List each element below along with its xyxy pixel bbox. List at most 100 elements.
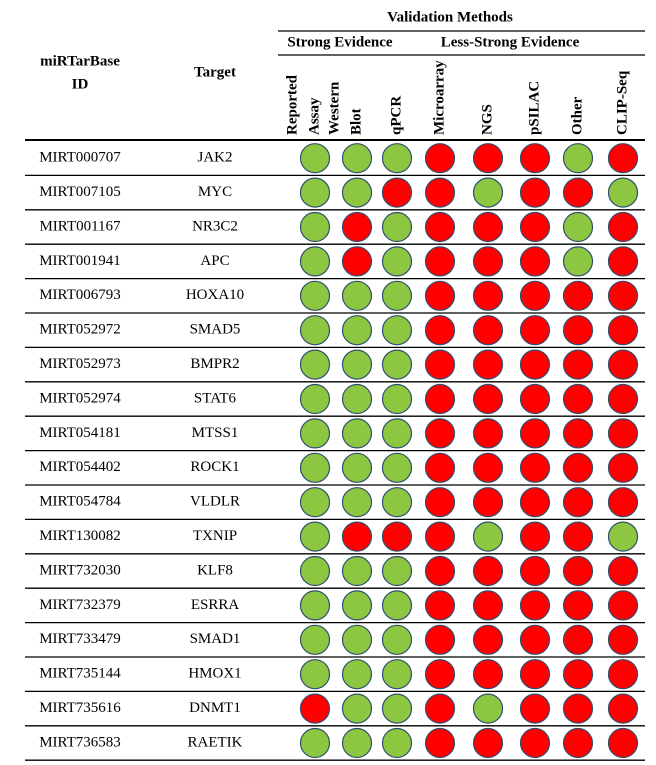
column-header: Other [569, 96, 585, 135]
row-id: MIRT732030 [39, 562, 121, 578]
result-dot [424, 659, 456, 690]
result-dot [299, 590, 331, 621]
column-header: miRTarBase [40, 53, 120, 69]
result-dot [341, 727, 373, 759]
result-dot [519, 487, 551, 518]
result-dot [424, 246, 456, 277]
result-dot [299, 659, 331, 690]
result-dot [381, 143, 413, 174]
result-dot [562, 349, 594, 380]
result-dot [607, 315, 639, 346]
result-dot [424, 452, 456, 483]
result-dot [562, 555, 594, 587]
result-dot [299, 555, 331, 587]
result-dot [519, 418, 551, 449]
group-label: Less-Strong Evidence [441, 34, 580, 50]
result-dot [562, 418, 594, 449]
result-dot [562, 383, 594, 415]
result-dot [607, 693, 639, 724]
row-id: MIRT735616 [39, 700, 121, 716]
result-dot [341, 315, 373, 346]
result-dot [562, 177, 594, 208]
row-target: TXNIP [193, 528, 237, 544]
result-dot [341, 487, 373, 518]
row-id: MIRT007105 [39, 184, 121, 200]
row-id: MIRT052973 [39, 356, 121, 372]
row-target: MTSS1 [192, 425, 239, 441]
result-dot [341, 452, 373, 483]
result-dot [381, 521, 413, 552]
result-dot [341, 624, 373, 655]
result-dot [519, 555, 551, 587]
result-dot [381, 349, 413, 380]
result-dot [299, 143, 331, 174]
row-id: MIRT000707 [39, 150, 121, 166]
result-dot [299, 383, 331, 415]
row-id: MIRT130082 [39, 528, 121, 544]
result-dot [299, 452, 331, 483]
result-dot [472, 143, 504, 174]
group-label: Strong Evidence [287, 34, 392, 50]
row-id: MIRT732379 [39, 597, 121, 613]
row-target: RAETIK [188, 734, 243, 750]
result-dot [607, 521, 639, 552]
result-dot [299, 315, 331, 346]
row-target: SMAD5 [190, 322, 241, 338]
column-header: NGS [479, 104, 495, 135]
result-dot [424, 693, 456, 724]
result-dot [519, 624, 551, 655]
result-dot [607, 487, 639, 518]
row-target: STAT6 [194, 390, 237, 406]
result-dot [472, 177, 504, 208]
row-target: APC [200, 253, 229, 269]
result-dot [381, 487, 413, 518]
result-dot [519, 693, 551, 724]
result-dot [607, 418, 639, 449]
result-dot [472, 590, 504, 621]
result-dot [299, 418, 331, 449]
row-id: MIRT052974 [39, 390, 121, 406]
result-dot [472, 349, 504, 380]
result-dot [424, 211, 456, 243]
result-dot [381, 315, 413, 346]
result-dot [472, 452, 504, 483]
result-dot [299, 211, 331, 243]
column-header: CLIP-Seq [614, 70, 630, 135]
result-dot [562, 280, 594, 311]
result-dot [472, 487, 504, 518]
result-dot [381, 177, 413, 208]
result-dot [519, 727, 551, 759]
row-id: MIRT736583 [39, 734, 121, 750]
result-dot [381, 624, 413, 655]
result-dot [519, 452, 551, 483]
result-dot [341, 177, 373, 208]
result-dot [341, 246, 373, 277]
row-target: HOXA10 [186, 287, 244, 303]
result-dot [472, 246, 504, 277]
row-target: DNMT1 [189, 700, 241, 716]
result-dot [424, 177, 456, 208]
result-dot [341, 349, 373, 380]
result-dot [607, 177, 639, 208]
result-dot [562, 143, 594, 174]
result-dot [472, 659, 504, 690]
result-dot [519, 211, 551, 243]
result-dot [299, 177, 331, 208]
result-dot [424, 555, 456, 587]
result-dot [341, 211, 373, 243]
row-id: MIRT052972 [39, 322, 121, 338]
result-dot [607, 246, 639, 277]
result-dot [381, 246, 413, 277]
result-dot [424, 280, 456, 311]
result-dot [562, 659, 594, 690]
result-dot [607, 211, 639, 243]
row-target: ESRRA [191, 597, 240, 613]
result-dot [472, 693, 504, 724]
result-dot [341, 418, 373, 449]
result-dot [472, 315, 504, 346]
row-target: KLF8 [197, 562, 233, 578]
result-dot [562, 246, 594, 277]
result-dot [341, 143, 373, 174]
result-dot [607, 624, 639, 655]
result-dot [424, 143, 456, 174]
